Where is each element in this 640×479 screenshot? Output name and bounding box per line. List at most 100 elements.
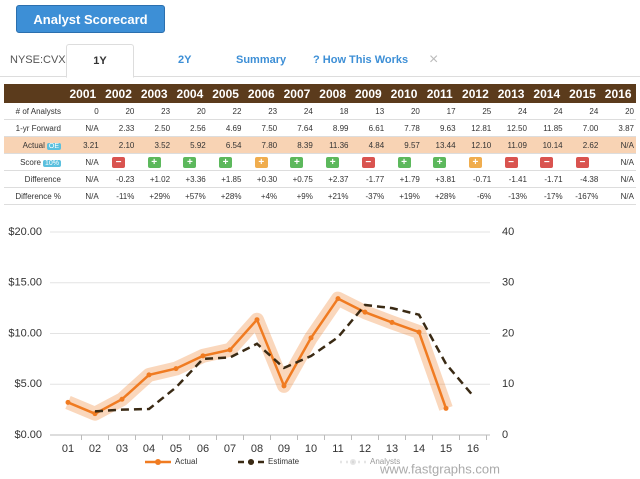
cell: 9.57 bbox=[386, 136, 422, 154]
exchange-label: NYSE:CVX bbox=[10, 54, 66, 66]
cell: 8.99 bbox=[314, 119, 351, 137]
y-tick-label: $0.00 bbox=[14, 429, 42, 441]
point bbox=[227, 347, 233, 353]
year-header: 2004 bbox=[172, 84, 208, 103]
point bbox=[443, 405, 449, 411]
row-label: 1-yr Forward bbox=[4, 119, 65, 137]
cell: -37% bbox=[350, 187, 387, 205]
legend-dot bbox=[350, 459, 356, 465]
year-header: 2002 bbox=[100, 84, 137, 103]
y-tick-label: $20.00 bbox=[8, 226, 42, 238]
x-tick-label: 01 bbox=[62, 443, 74, 455]
point bbox=[119, 396, 125, 402]
cell: 13 bbox=[350, 103, 387, 120]
point bbox=[362, 309, 368, 315]
cell: N/A bbox=[600, 153, 636, 171]
point bbox=[308, 335, 314, 341]
cell: + bbox=[386, 153, 422, 171]
row-label: Difference bbox=[4, 170, 65, 188]
badge: OE bbox=[46, 142, 61, 150]
year-header: 2013 bbox=[493, 84, 529, 103]
cell: 23 bbox=[136, 103, 173, 120]
cell: 2.56 bbox=[172, 119, 208, 137]
cell: 12.81 bbox=[457, 119, 494, 137]
year-header: 2007 bbox=[279, 84, 315, 103]
score-icon: − bbox=[540, 156, 554, 168]
point bbox=[335, 296, 341, 302]
score-icon: + bbox=[468, 156, 482, 168]
cell: 18 bbox=[314, 103, 351, 120]
watermark: www.fastgraphs.com bbox=[379, 461, 500, 476]
score-icon: + bbox=[219, 156, 233, 168]
cell: -4.38 bbox=[564, 170, 601, 188]
year-header: 2008 bbox=[314, 84, 351, 103]
score-icon: − bbox=[575, 156, 589, 168]
point bbox=[254, 317, 260, 323]
year-header: 2006 bbox=[243, 84, 280, 103]
table-row: 1-yr Forward N/A 2.33 2.50 2.56 4.69 7.50 7.64 8… bbox=[4, 119, 636, 137]
y2-tick-label: 30 bbox=[502, 277, 514, 289]
cell: +3.81 bbox=[421, 170, 458, 188]
y2-tick-label: 20 bbox=[502, 327, 514, 339]
scorecard-table: 2001 2002 2003 2004 2005 2006 2007 2008 2009 2010… bbox=[4, 84, 636, 205]
cell: 23 bbox=[243, 103, 280, 120]
legend-dot bbox=[248, 459, 254, 465]
x-tick-label: 08 bbox=[251, 443, 263, 455]
cell: + bbox=[421, 153, 458, 171]
table-row: Score 10% N/A − + + + + + + − + + + − − − N/A bbox=[4, 153, 636, 171]
tab[interactable]: 1Y bbox=[66, 44, 134, 78]
cell: 11.09 bbox=[493, 136, 529, 154]
point bbox=[65, 399, 71, 405]
cell: 4.69 bbox=[207, 119, 244, 137]
cell: +1.02 bbox=[136, 170, 173, 188]
row-label-text: 1-yr Forward bbox=[15, 123, 61, 133]
tab[interactable]: Summary bbox=[236, 54, 287, 66]
row-label-text: Difference % bbox=[15, 191, 61, 201]
close-button[interactable]: × bbox=[429, 51, 439, 68]
tab[interactable]: 2Y bbox=[178, 54, 192, 66]
cell: 11.36 bbox=[314, 136, 351, 154]
score-icon: − bbox=[112, 156, 126, 168]
score-icon: + bbox=[254, 156, 268, 168]
cell: 6.61 bbox=[350, 119, 387, 137]
year-header: 2001 bbox=[65, 84, 101, 103]
year-header: 2012 bbox=[457, 84, 494, 103]
cell: 12.50 bbox=[493, 119, 529, 137]
legend-label: Actual bbox=[175, 457, 197, 466]
cell: 3.87 bbox=[600, 119, 636, 137]
cell: N/A bbox=[65, 153, 101, 171]
x-tick-label: 10 bbox=[305, 443, 317, 455]
cell: + bbox=[457, 153, 494, 171]
cell: 24 bbox=[279, 103, 315, 120]
scorecard-button[interactable]: Analyst Scorecard bbox=[16, 5, 165, 33]
cell: N/A bbox=[600, 136, 636, 154]
x-tick-label: 05 bbox=[170, 443, 182, 455]
table-row: Difference N/A -0.23 +1.02 +3.36 +1.85 +0.30 +0… bbox=[4, 170, 636, 188]
cell: +0.75 bbox=[279, 170, 315, 188]
cell: 20 bbox=[172, 103, 208, 120]
year-header: 2011 bbox=[421, 84, 458, 103]
cell: +29% bbox=[136, 187, 173, 205]
cell: 3.21 bbox=[65, 136, 101, 154]
cell: 7.50 bbox=[243, 119, 280, 137]
cell: 4.84 bbox=[350, 136, 387, 154]
row-label: Actual OE bbox=[4, 136, 65, 154]
cell: 3.52 bbox=[136, 136, 173, 154]
year-header: 2015 bbox=[564, 84, 601, 103]
point bbox=[173, 366, 179, 372]
cell: 7.78 bbox=[386, 119, 422, 137]
cell: − bbox=[493, 153, 529, 171]
cell: + bbox=[314, 153, 351, 171]
score-icon: + bbox=[433, 156, 447, 168]
cell: 13.44 bbox=[421, 136, 458, 154]
cell: 2.33 bbox=[100, 119, 137, 137]
row-label: Score 10% bbox=[4, 153, 65, 171]
x-tick-label: 02 bbox=[89, 443, 101, 455]
cell: +28% bbox=[207, 187, 244, 205]
cell: 25 bbox=[457, 103, 494, 120]
year-header: 2010 bbox=[386, 84, 422, 103]
tab[interactable]: ? How This Works bbox=[313, 54, 409, 66]
y-tick-label: $5.00 bbox=[14, 378, 42, 390]
cell: N/A bbox=[65, 170, 101, 188]
